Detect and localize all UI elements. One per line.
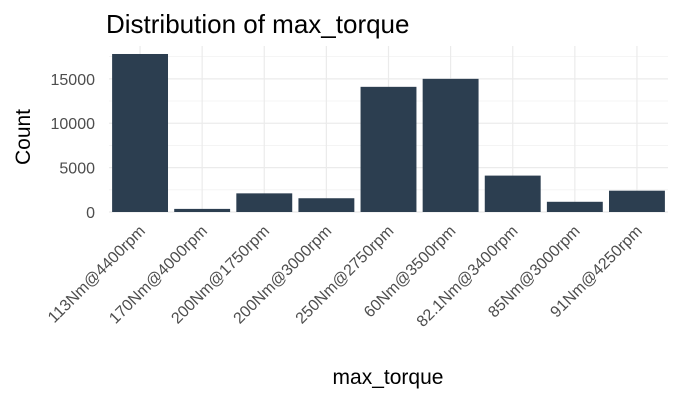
- y-tick-label: 0: [86, 205, 95, 222]
- bar: [298, 198, 355, 212]
- bar: [360, 86, 417, 212]
- y-tick-labels: 0 5000 10000 15000: [51, 72, 96, 222]
- x-axis-title: max_torque: [333, 366, 444, 389]
- bar: [484, 175, 541, 212]
- bar: [174, 208, 231, 212]
- y-tick-label: 15000: [51, 72, 96, 89]
- chart-title: Distribution of max_torque: [106, 9, 409, 39]
- y-tick-label: 10000: [51, 116, 96, 133]
- bar: [236, 193, 293, 212]
- y-axis-title: Count: [12, 109, 35, 165]
- bar: [546, 201, 603, 212]
- y-tick-label: 5000: [59, 161, 95, 178]
- bar: [422, 78, 479, 213]
- bar: [608, 190, 665, 212]
- bars: [112, 53, 665, 213]
- bar: [112, 53, 169, 212]
- x-tick-labels: 113Nm@4400rpm170Nm@4000rpm200Nm@1750rpm2…: [45, 223, 646, 331]
